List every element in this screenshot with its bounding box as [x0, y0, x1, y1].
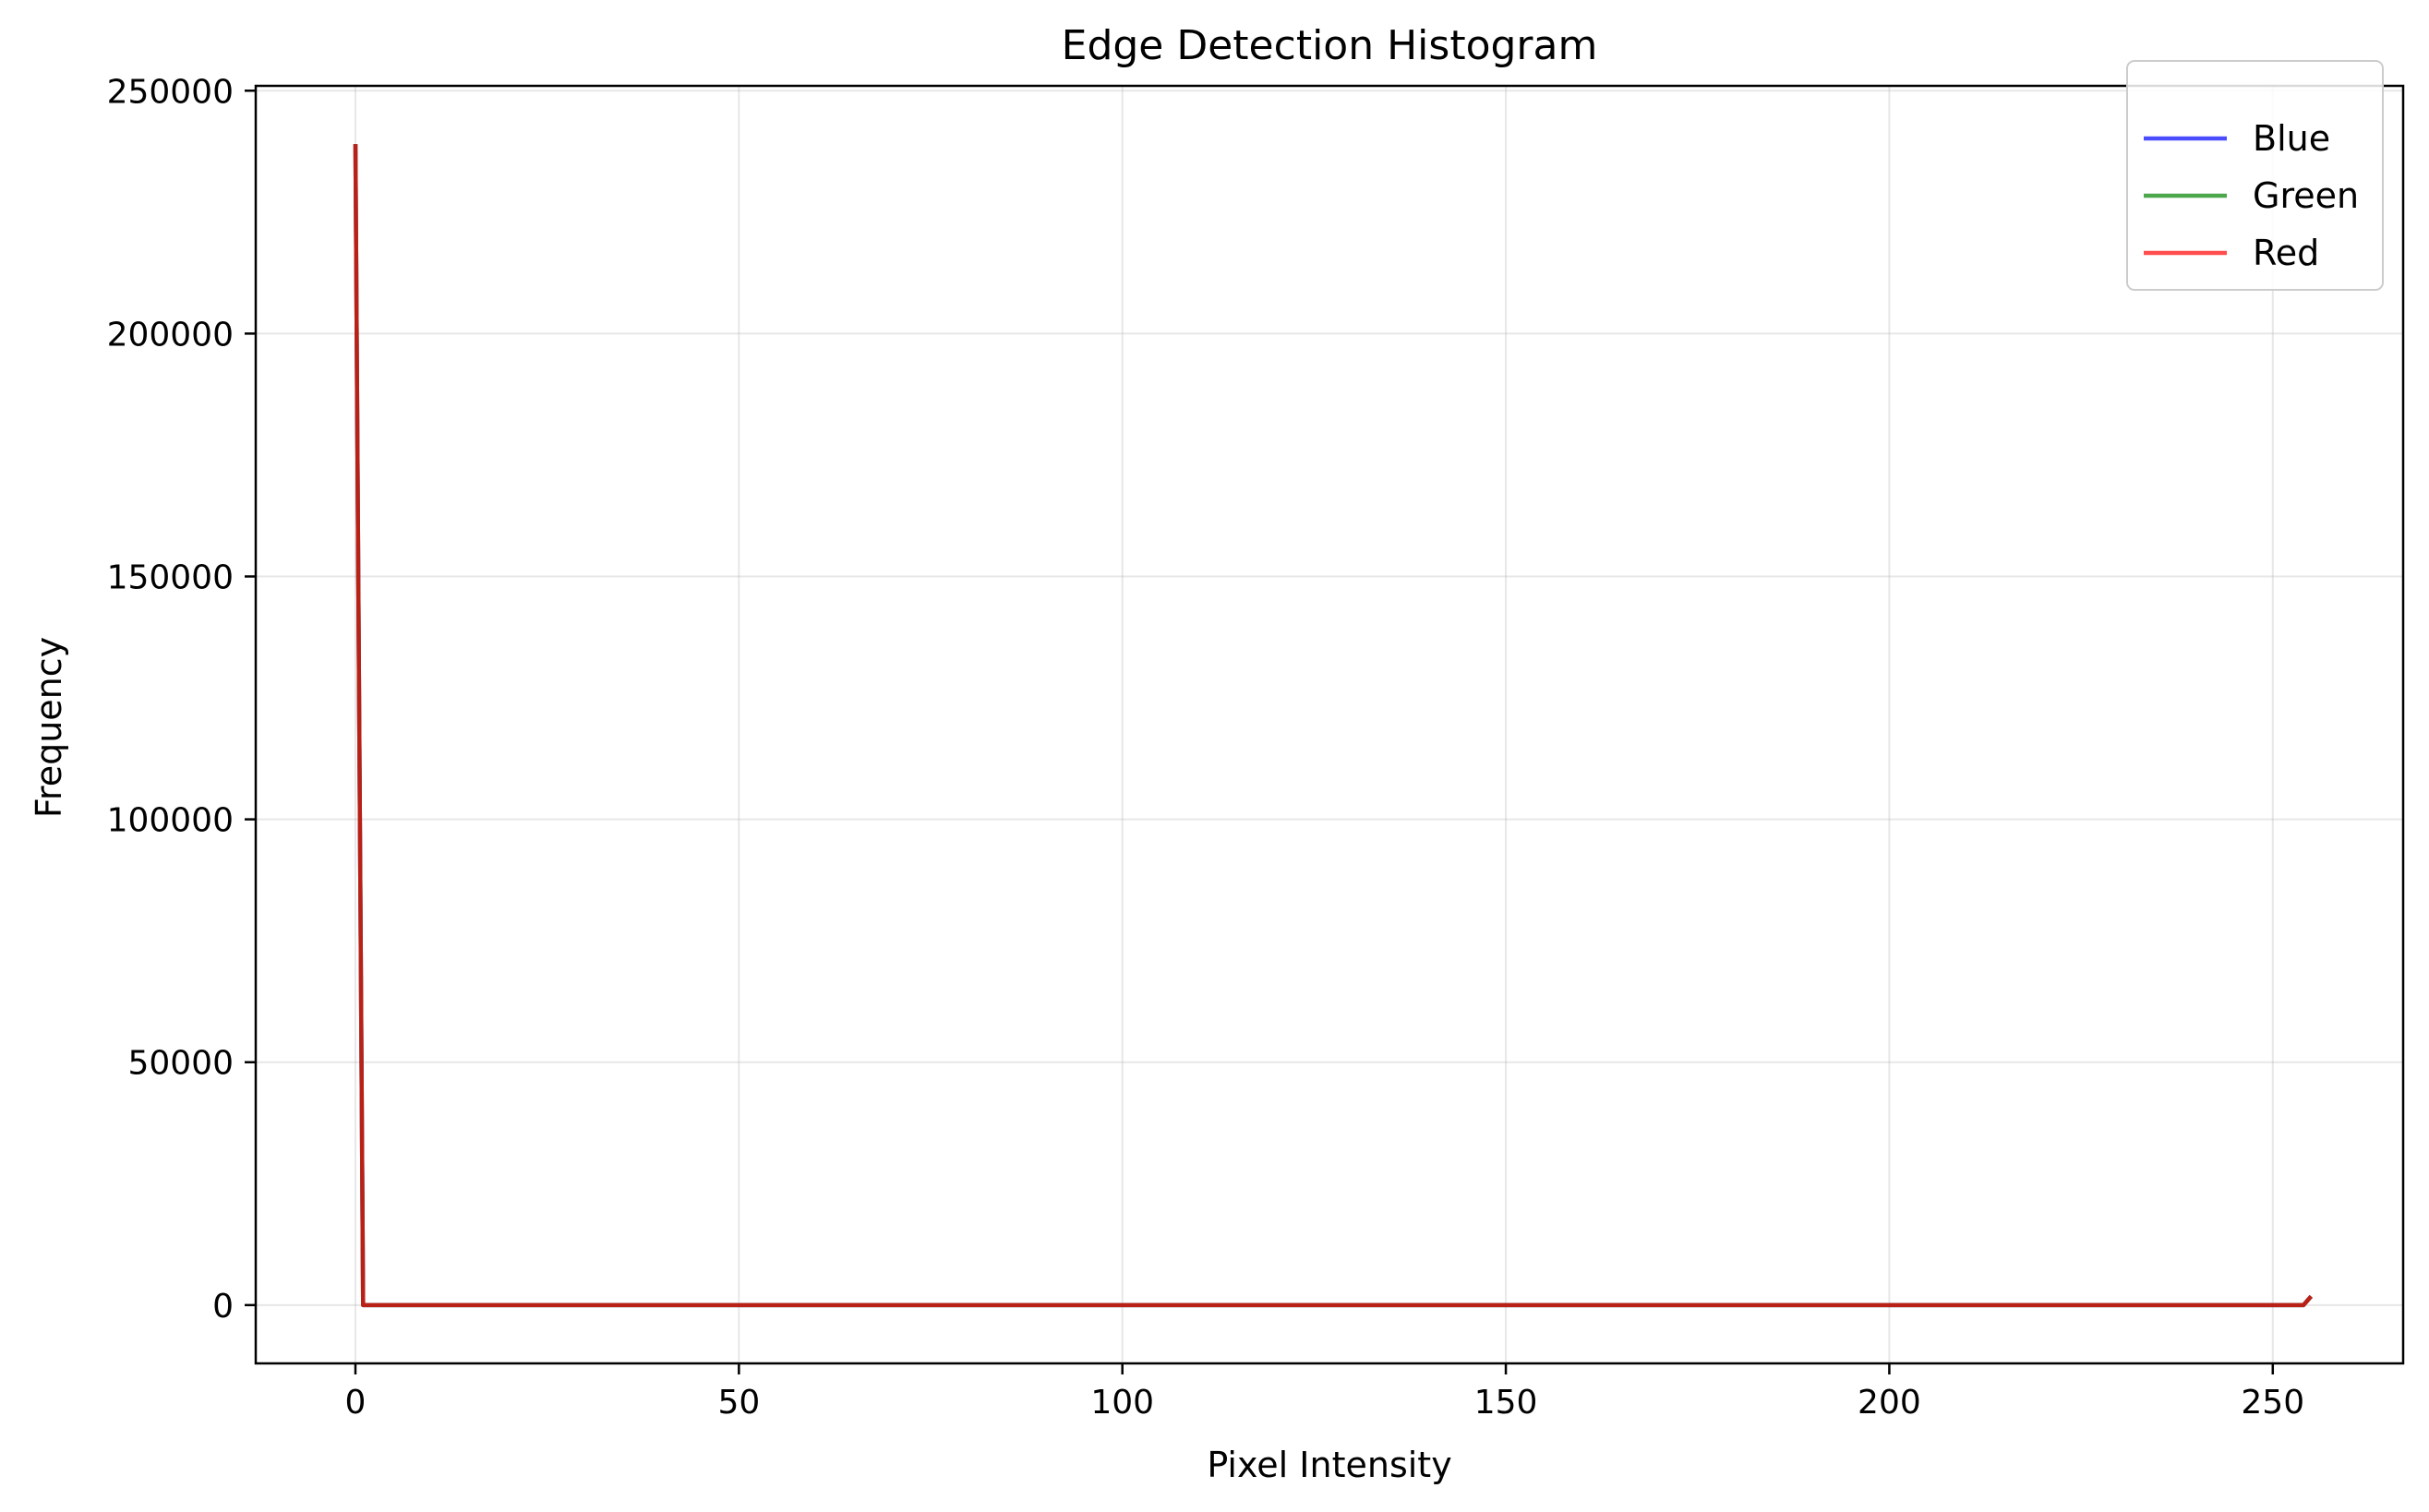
y-axis-label: Frequency: [29, 637, 69, 818]
y-tick-label: 200000: [107, 316, 234, 354]
y-tick-label: 50000: [127, 1045, 234, 1083]
y-tick-label: 0: [212, 1288, 234, 1326]
plot-frame: [254, 84, 2405, 1365]
legend-label-red: Red: [2253, 233, 2319, 273]
chart-title: Edge Detection Histogram: [1062, 22, 1598, 69]
series-line-green: [353, 144, 2313, 1308]
x-tick-label: 150: [1474, 1384, 1538, 1422]
grid-lines: [256, 86, 2403, 1363]
y-axis-ticks: 0 50000 100000 150000 200000 250000: [107, 73, 256, 1326]
y-tick-label: 250000: [107, 73, 234, 111]
series-line-blue: [353, 144, 2313, 1308]
x-axis-label: Pixel Intensity: [1207, 1445, 1451, 1485]
legend-box: [2126, 60, 2384, 291]
series-line-red: [353, 144, 2313, 1308]
x-tick-label: 50: [717, 1384, 760, 1422]
legend: Blue Green Red: [2126, 60, 2384, 291]
y-tick-label: 150000: [107, 558, 234, 596]
x-axis-ticks: 0 50 100 150 200 250: [345, 1363, 2304, 1422]
x-tick-label: 0: [345, 1384, 367, 1422]
series-lines: [353, 144, 2313, 1308]
legend-label-green: Green: [2253, 175, 2359, 216]
legend-label-blue: Blue: [2253, 118, 2330, 159]
x-tick-label: 100: [1090, 1384, 1154, 1422]
x-tick-label: 200: [1858, 1384, 1921, 1422]
x-tick-label: 250: [2241, 1384, 2304, 1422]
y-tick-label: 100000: [107, 802, 234, 840]
